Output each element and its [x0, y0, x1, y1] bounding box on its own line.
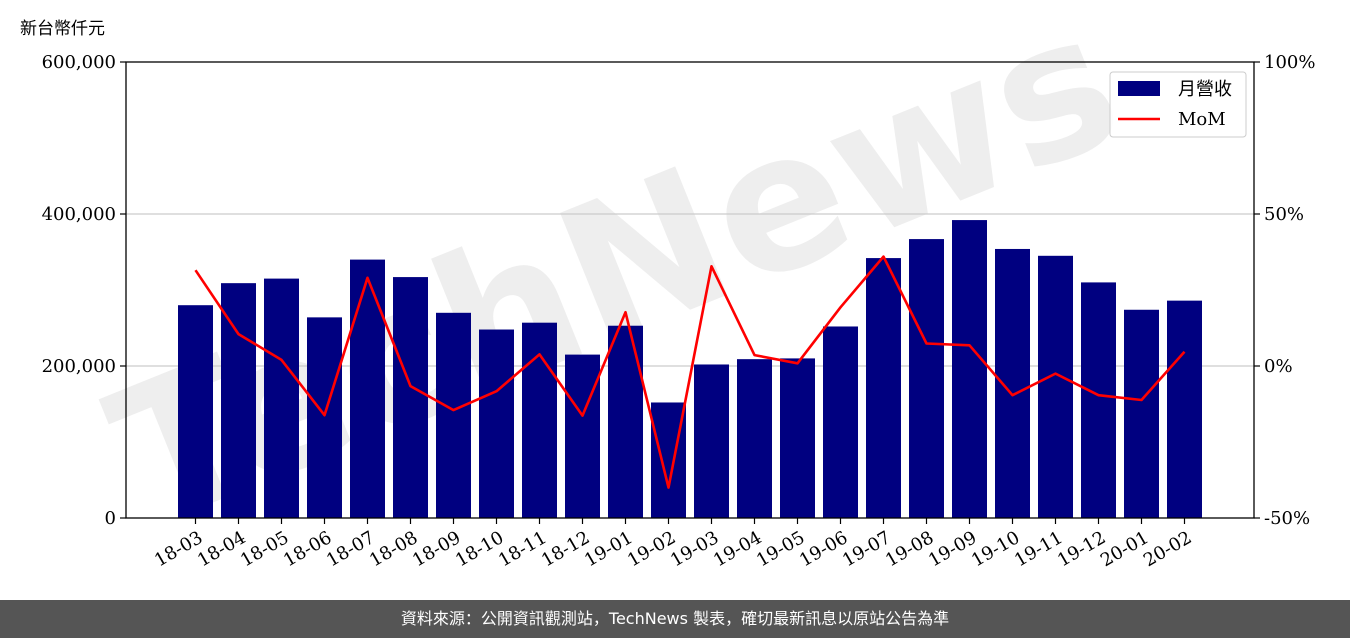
left-tick-label: 400,000	[42, 204, 116, 225]
bar-19-05	[780, 358, 815, 518]
bar-18-10	[479, 329, 514, 518]
x-tick-label: 19-11	[1011, 527, 1066, 571]
right-tick-label: 100%	[1264, 52, 1315, 73]
y-axis-unit-label: 新台幣仟元	[20, 19, 105, 39]
plot-frame	[125, 61, 1255, 519]
legend-swatch-bars	[1118, 81, 1160, 96]
x-tick-label: 18-10	[452, 527, 507, 571]
bar-19-09	[952, 220, 987, 518]
bar-19-06	[823, 326, 858, 518]
x-tick-label: 18-07	[323, 527, 378, 571]
x-tick-label: 19-03	[667, 527, 722, 571]
source-footer: 資料來源：公開資訊觀測站，TechNews 製表，確切最新訊息以原站公告為準	[0, 600, 1350, 638]
bar-18-04	[221, 283, 256, 518]
left-tick-label: 0	[105, 508, 116, 529]
bar-19-07	[866, 258, 901, 518]
mom-line	[194, 255, 1186, 489]
right-tick-label: 50%	[1264, 204, 1304, 225]
left-tick-label: 200,000	[42, 356, 116, 377]
right-tick-label: 0%	[1264, 356, 1293, 377]
bar-19-11	[1038, 255, 1073, 519]
legend-label-line: MoM	[1178, 109, 1226, 130]
x-tick-label: 20-01	[1097, 527, 1152, 571]
bar-19-03	[694, 364, 729, 518]
bar-19-08	[909, 239, 944, 518]
x-tick-label: 19-05	[753, 527, 808, 571]
bar-20-01	[1124, 309, 1159, 518]
bar-18-06	[307, 317, 342, 518]
x-tick-label: 19-04	[710, 527, 765, 571]
bar-18-05	[264, 278, 299, 518]
x-tick-label: 19-02	[624, 527, 679, 571]
x-tick-label: 18-11	[495, 527, 550, 571]
bar-18-08	[393, 277, 428, 518]
bar-18-03	[178, 305, 213, 518]
x-tick-label: 18-08	[366, 527, 421, 571]
x-tick-label: 20-02	[1140, 527, 1195, 571]
bar-19-01	[608, 325, 643, 518]
left-tick-label: 600,000	[42, 52, 116, 73]
bar-18-11	[522, 322, 557, 518]
bar-18-09	[436, 312, 471, 518]
right-tick-label: -50%	[1264, 508, 1310, 529]
x-tick-label: 19-08	[882, 527, 937, 571]
x-tick-label: 19-09	[925, 527, 980, 571]
x-tick-label: 19-12	[1054, 527, 1109, 571]
bar-19-10	[995, 248, 1030, 518]
x-tick-label: 18-06	[280, 527, 335, 571]
x-tick-label: 19-06	[796, 527, 851, 571]
legend-label-bars: 月營收	[1178, 79, 1232, 100]
x-tick-label: 19-10	[968, 527, 1023, 571]
x-tick-label: 18-12	[538, 527, 593, 571]
x-tick-label: 18-09	[409, 527, 464, 571]
x-tick-label: 19-01	[581, 527, 636, 571]
bar-18-07	[350, 259, 385, 518]
legend: 月營收 MoM	[1109, 71, 1247, 138]
bar-18-12	[565, 354, 600, 518]
bar-19-12	[1081, 282, 1116, 518]
revenue-chart: TechNews 0200,000400,000600,000-50%0%50%…	[42, 0, 1316, 571]
bar-20-02	[1167, 300, 1202, 518]
x-tick-label: 19-07	[839, 527, 894, 571]
mom-line-series	[194, 255, 1186, 489]
bar-19-04	[737, 359, 772, 518]
